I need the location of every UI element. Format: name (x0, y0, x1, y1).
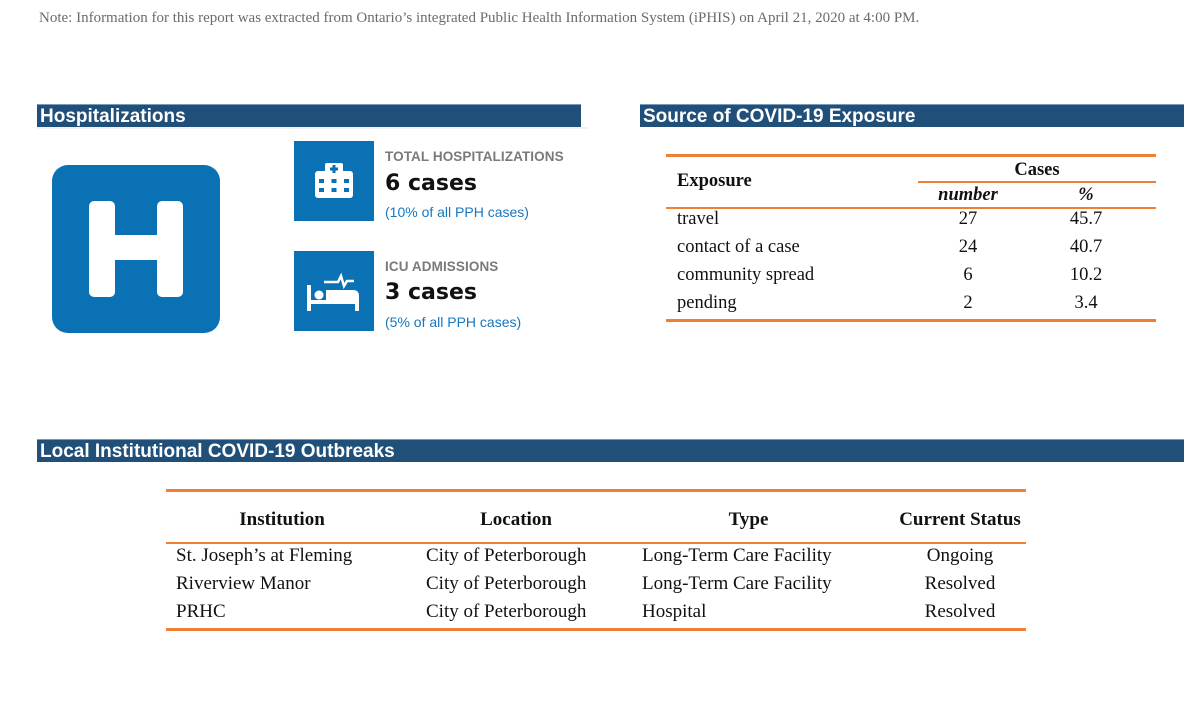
outbreaks-header: Local Institutional COVID-19 Outbreaks (37, 439, 1184, 462)
institution-cell: PRHC (176, 601, 226, 622)
table-rule-bottom (166, 628, 1026, 631)
table-row: PRHC City of Peterborough Hospital Resol… (166, 601, 1026, 629)
icu-admissions-value: 3 cases (385, 280, 477, 305)
location-cell: City of Peterborough (426, 601, 587, 622)
location-cell: City of Peterborough (426, 573, 587, 594)
number-cell: 6 (963, 265, 973, 285)
icu-admissions-percent: (5% of all PPH cases) (385, 314, 522, 330)
number-cell: 27 (958, 209, 978, 229)
total-hospitalizations-value: 6 cases (385, 171, 477, 196)
exposure-cell: contact of a case (677, 237, 800, 257)
location-cell: City of Peterborough (426, 545, 587, 566)
hospital-h-icon (52, 165, 220, 333)
column-header-location: Location (480, 509, 552, 530)
table-rule-top (166, 489, 1026, 492)
table-row: travel 27 45.7 (666, 209, 1156, 237)
column-header-status: Current Status (899, 509, 1021, 530)
column-group-cases: Cases (1014, 160, 1060, 180)
percent-cell: 40.7 (1069, 237, 1103, 257)
percent-cell: 45.7 (1069, 209, 1103, 229)
table-rule-bottom (666, 319, 1156, 322)
exposure-header: Source of COVID-19 Exposure (640, 104, 1184, 127)
table-row: pending 2 3.4 (666, 293, 1156, 321)
column-header-type: Type (728, 509, 769, 530)
column-header-percent: % (1078, 185, 1094, 205)
number-cell: 24 (958, 237, 978, 257)
divider (37, 127, 588, 129)
table-row: Riverview Manor City of Peterborough Lon… (166, 573, 1026, 601)
exposure-cell: travel (677, 209, 720, 229)
exposure-cell: pending (677, 293, 737, 313)
table-row: community spread 6 10.2 (666, 265, 1156, 293)
percent-cell: 10.2 (1069, 265, 1103, 285)
hospital-building-icon (294, 141, 374, 221)
institution-cell: Riverview Manor (176, 573, 311, 594)
table-rule-top (666, 154, 1156, 157)
table-rule-header (166, 542, 1026, 544)
total-hospitalizations-percent: (10% of all PPH cases) (385, 204, 529, 220)
table-row: contact of a case 24 40.7 (666, 237, 1156, 265)
column-header-institution: Institution (239, 509, 325, 530)
column-header-exposure: Exposure (677, 171, 752, 191)
exposure-cell: community spread (677, 265, 815, 285)
status-cell: Resolved (924, 601, 996, 622)
icu-bed-icon (294, 251, 374, 331)
percent-cell: 3.4 (1074, 293, 1098, 313)
number-cell: 2 (963, 293, 973, 313)
column-header-number: number (938, 185, 998, 205)
total-hospitalizations-label: TOTAL HOSPITALIZATIONS (385, 149, 564, 164)
type-cell: Hospital (642, 601, 707, 622)
hospitalizations-header: Hospitalizations (37, 104, 581, 127)
icu-admissions-label: ICU ADMISSIONS (385, 259, 499, 274)
status-cell: Resolved (924, 573, 996, 594)
table-rule-group (918, 181, 1156, 183)
institution-cell: St. Joseph’s at Fleming (176, 545, 353, 566)
type-cell: Long-Term Care Facility (642, 545, 832, 566)
report-note: Note: Information for this report was ex… (39, 10, 920, 26)
table-rule-header (666, 207, 1156, 209)
table-row: St. Joseph’s at Fleming City of Peterbor… (166, 545, 1026, 573)
type-cell: Long-Term Care Facility (642, 573, 832, 594)
status-cell: Ongoing (926, 545, 994, 566)
